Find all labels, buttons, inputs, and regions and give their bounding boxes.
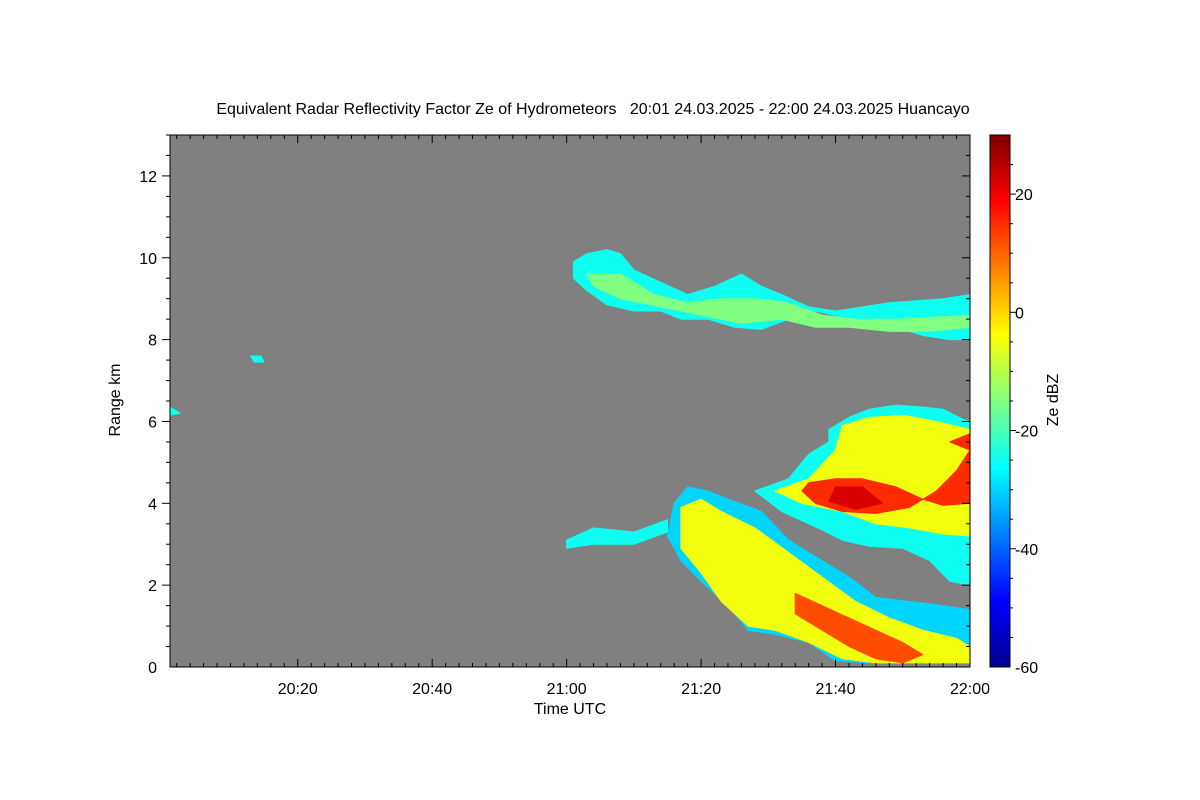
y-tick-label: 12 <box>139 169 157 186</box>
x-tick-label: 20:20 <box>278 681 318 698</box>
colorbar-label: Ze dBZ <box>1045 374 1062 427</box>
x-tick-label: 21:00 <box>547 681 587 698</box>
echo-2 <box>250 355 265 363</box>
echo-11 <box>566 519 668 549</box>
y-tick-label: 4 <box>148 496 157 513</box>
echo-1 <box>586 273 970 332</box>
echo-0 <box>572 249 970 341</box>
echo-3 <box>170 406 181 416</box>
echo-layer <box>170 249 970 664</box>
colorbar-ticks: 20 0 -20 -40 -60 <box>1010 164 1038 677</box>
colorbar-tick-label: -60 <box>1015 660 1038 677</box>
colorbar <box>989 134 1011 668</box>
echo-7 <box>828 486 884 510</box>
colorbar-tick-label: -40 <box>1015 542 1038 559</box>
x-axis: 20:20 20:40 21:00 21:20 21:40 22:00 <box>176 135 990 698</box>
colorbar-tick-label: -20 <box>1015 424 1038 441</box>
x-tick-label: 21:20 <box>681 681 721 698</box>
x-tick-label: 22:00 <box>950 681 990 698</box>
colorbar-tick-label: 20 <box>1015 187 1033 204</box>
y-axis-label: Range km <box>107 364 124 437</box>
y-tick-label: 2 <box>148 578 157 595</box>
x-axis-label: Time UTC <box>534 701 606 718</box>
echo-9 <box>680 498 970 664</box>
x-tick-label: 21:40 <box>816 681 856 698</box>
y-tick-label: 8 <box>148 333 157 350</box>
chart-title: Equivalent Radar Reflectivity Factor Ze … <box>216 101 969 118</box>
x-tick-label: 20:40 <box>412 681 452 698</box>
colorbar-tick-label: 0 <box>1015 305 1024 322</box>
y-axis: 0 2 4 6 8 10 12 <box>139 134 970 677</box>
y-tick-label: 10 <box>139 251 157 268</box>
y-tick-label: 6 <box>148 414 157 431</box>
y-tick-label: 0 <box>148 660 157 677</box>
echo-10 <box>794 592 924 664</box>
